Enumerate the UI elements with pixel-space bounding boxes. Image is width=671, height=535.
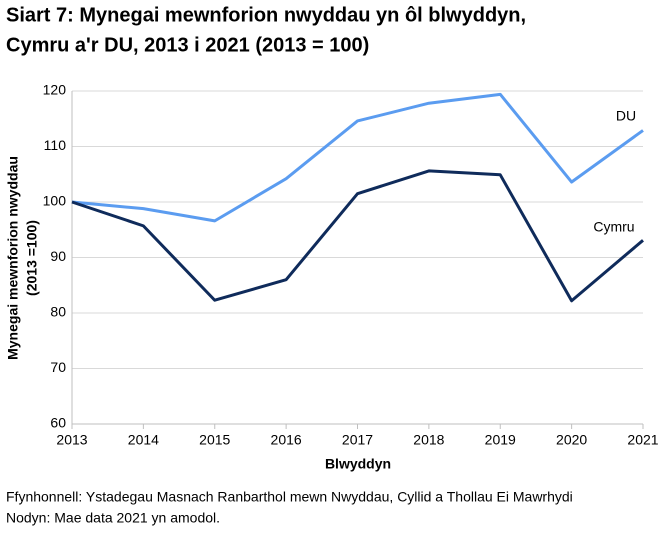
x-tick-label: 2020 xyxy=(556,432,587,448)
x-tick-label: 2013 xyxy=(56,432,87,448)
y-axis-title: Mynegai mewnforion nwyddau xyxy=(5,156,21,360)
y-tick-label: 100 xyxy=(43,193,67,209)
series-label: DU xyxy=(616,108,636,124)
chart-title: Siart 7: Mynegai mewnforion nwyddau yn ô… xyxy=(6,4,526,26)
x-tick-label: 2015 xyxy=(199,432,230,448)
x-tick-label: 2017 xyxy=(342,432,373,448)
y-tick-label: 80 xyxy=(50,304,66,320)
y-axis-title: (2013 =100) xyxy=(24,220,40,296)
y-tick-label: 70 xyxy=(50,359,66,375)
y-tick-label: 60 xyxy=(50,415,66,431)
x-tick-label: 2021 xyxy=(627,432,658,448)
x-tick-label: 2019 xyxy=(485,432,516,448)
footnote: Nodyn: Mae data 2021 yn amodol. xyxy=(6,510,220,526)
series-line xyxy=(71,169,644,303)
series-line xyxy=(71,92,644,223)
series-label: Cymru xyxy=(593,219,634,235)
y-tick-label: 110 xyxy=(44,137,67,153)
source-note: Ffynhonnell: Ystadegau Masnach Ranbartho… xyxy=(6,489,573,505)
x-tick-label: 2016 xyxy=(271,432,302,448)
x-tick-label: 2014 xyxy=(128,432,159,448)
x-tick-label: 2018 xyxy=(413,432,444,448)
x-axis-title: Blwyddyn xyxy=(325,456,391,472)
y-tick-label: 120 xyxy=(43,82,67,98)
chart-title: Cymru a'r DU, 2013 i 2021 (2013 = 100) xyxy=(6,34,369,56)
y-tick-label: 90 xyxy=(50,248,66,264)
